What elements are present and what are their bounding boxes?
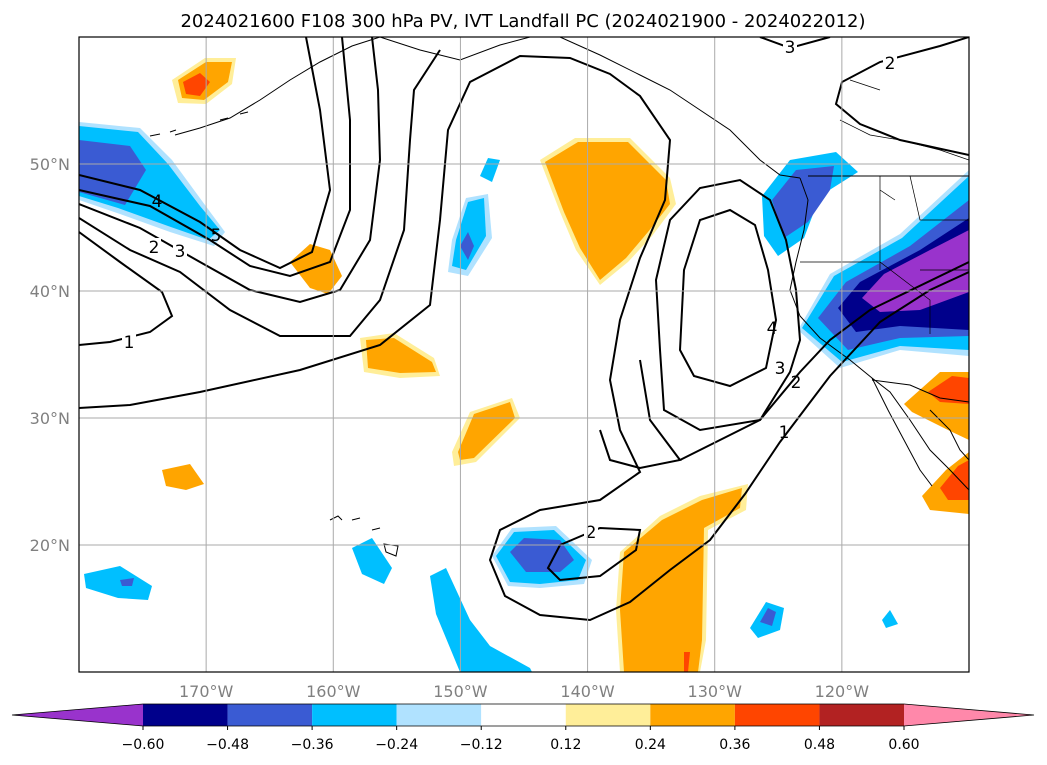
colorbar-tick-label: −0.36 — [291, 737, 334, 753]
pv-contour-1-west — [79, 231, 174, 346]
pv-contour-labels: 1 2 3 4 5 2 4 3 2 1 3 2 — [122, 38, 897, 543]
colorbar-tick-label: 0.12 — [550, 737, 581, 753]
shade-pos-153w-or — [366, 338, 436, 373]
contour-label-3-north: 3 — [785, 38, 796, 58]
na-west-coastline — [789, 177, 969, 491]
contour-label-1-west: 1 — [124, 333, 135, 353]
contour-label-bg-3n — [783, 38, 797, 56]
grid-lines — [79, 37, 969, 672]
shade-west-neg-med — [79, 140, 146, 205]
contour-label-2-west: 2 — [149, 238, 160, 258]
colorbar-segment — [734, 704, 820, 726]
contour-label-bg-1w — [122, 333, 136, 351]
axis-tick-labels: 170°W 160°W 150°W 140°W 130°W 120°W 20°N 30°N 40… — [30, 155, 870, 701]
lon-tick-label: 150°W — [433, 682, 488, 701]
shade-neg-150w-med — [460, 232, 474, 260]
map-frame — [78, 36, 970, 673]
state-borders — [800, 175, 969, 334]
colorbar-segment — [650, 704, 735, 726]
lon-tick-label: 140°W — [560, 682, 615, 701]
shade-neg-152w-low — [430, 568, 532, 672]
contour-label-3-west: 3 — [175, 242, 186, 262]
us-mexico-border — [871, 379, 969, 403]
pv-contour-2-south — [546, 526, 642, 582]
colorbar-segment — [227, 704, 313, 726]
lat-tick-label: 30°N — [30, 409, 70, 428]
lat-tick-label: 40°N — [30, 282, 70, 301]
pv-contour-4-west — [79, 37, 351, 278]
colorbar-tick-label: −0.48 — [206, 737, 249, 753]
pv-contour-2-ne — [834, 37, 969, 156]
pv-contour-1-main — [79, 54, 969, 622]
map-panel: 1 2 3 4 5 2 4 3 2 1 3 2 170°W 160°W 150°W 1… — [30, 36, 970, 701]
colorbar-tick-label: −0.12 — [460, 737, 503, 753]
baja-coastline — [871, 377, 969, 487]
shade-neg-155w — [352, 538, 392, 584]
contour-label-4-west: 4 — [152, 192, 163, 212]
shade-neg-176w — [84, 566, 152, 600]
shade-sub-neg-med — [510, 538, 574, 572]
colorbar-tick-label: 0.60 — [888, 737, 919, 753]
pv-contour-4-inner — [678, 208, 778, 388]
shaded-field — [79, 58, 969, 672]
colorbar-tick-label: −0.60 — [122, 737, 165, 753]
shade-mx-pos-red-south — [940, 460, 969, 500]
lon-tick-label: 130°W — [688, 682, 743, 701]
pv-contour-3-west — [79, 37, 382, 304]
colorbar-tick-label: 0.24 — [635, 737, 666, 753]
colorbar-segment — [819, 704, 904, 726]
shade-nw-pos-red — [183, 73, 210, 96]
shade-pos-147w-or — [458, 402, 515, 460]
shade-neg-126w-med — [760, 608, 776, 626]
colorbar-tick-label: 0.36 — [719, 737, 750, 753]
colorbar-extend-high — [904, 704, 1034, 726]
shade-offshore-pos-orange — [545, 142, 670, 280]
colorbar: −0.60 −0.48 −0.36 −0.24 −0.12 0.12 0.24 0.36 0.4… — [11, 703, 1035, 753]
pv-contours — [79, 37, 969, 622]
lon-tick-label: 160°W — [306, 682, 361, 701]
contour-label-bg-3w — [173, 242, 187, 260]
contour-label-2-ne: 2 — [885, 54, 896, 74]
contour-label-5-west: 5 — [211, 226, 222, 246]
chart-title: 2024021600 F108 300 hPa PV, IVT Landfall… — [180, 11, 865, 32]
hawaii-islands — [329, 515, 399, 557]
colorbar-segment — [312, 704, 397, 726]
shade-neg-176w-med — [120, 578, 134, 586]
colorbar-segment — [481, 704, 566, 726]
colorbar-tick-label: −0.24 — [375, 737, 418, 753]
lat-tick-label: 20°N — [30, 536, 70, 555]
shade-pnw-neg-med — [772, 166, 834, 238]
contour-label-3-east: 3 — [775, 359, 786, 379]
aleutian-dots — [149, 111, 249, 137]
contour-label-2-east: 2 — [791, 373, 802, 393]
lat-tick-label: 50°N — [30, 155, 70, 174]
pv-contour-3-inner — [654, 178, 802, 432]
colorbar-segment — [143, 704, 228, 726]
shade-neg-116w-tiny — [882, 610, 898, 628]
shade-sub-pos-red — [684, 652, 690, 672]
lon-tick-label: 120°W — [815, 682, 870, 701]
shade-pos-170w — [162, 464, 204, 490]
lon-tick-label: 170°W — [179, 682, 234, 701]
shade-sub-pos-orange — [620, 488, 742, 672]
colorbar-segment — [565, 704, 651, 726]
pv-contour-5-west — [79, 37, 332, 270]
pv-contour-2-west — [79, 49, 441, 337]
contour-label-2-south: 2 — [586, 523, 597, 543]
colorbar-segment — [396, 704, 482, 726]
contour-label-bg-2ne — [883, 54, 897, 72]
contour-label-4-east: 4 — [767, 319, 778, 339]
colorbar-tick-label: 0.48 — [804, 737, 835, 753]
contour-label-1-east: 1 — [779, 423, 790, 443]
pv-contour-2-inner — [599, 261, 969, 470]
coastlines — [149, 37, 969, 557]
colorbar-extend-low — [12, 704, 143, 726]
contour-label-bg-2w — [147, 238, 161, 256]
